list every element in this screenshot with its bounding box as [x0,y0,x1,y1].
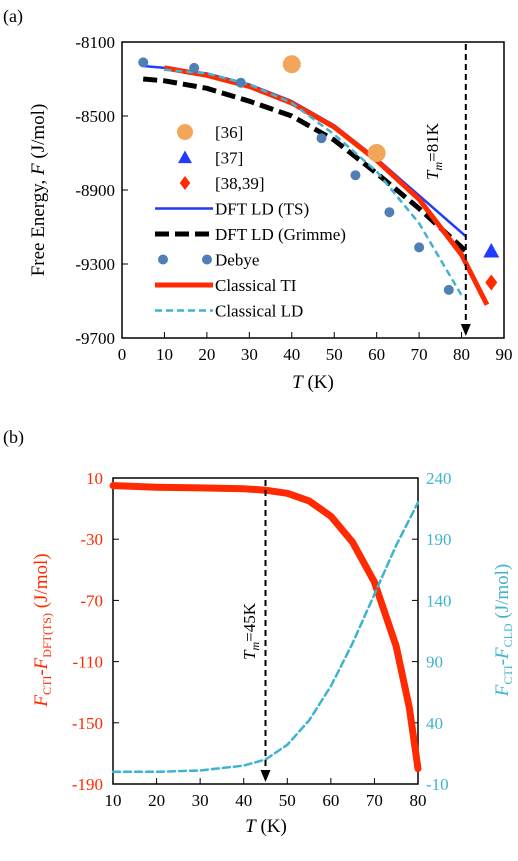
chart-b-series [109,482,422,774]
panel-a-label: (a) [3,6,23,27]
chart-b-y-left-tick-label: 10 [86,469,103,488]
chart-b-x-tick-label: 80 [410,791,427,810]
chart-a-series-debye-point [414,242,425,253]
chart-b-series-fcti-fcld-line [111,501,420,774]
chart-a-xlabel: T (K) [292,372,334,393]
chart-a-series-debye-point [235,77,246,88]
chart-a-x-tick-label: 70 [411,345,428,364]
chart-a-series [138,55,500,306]
chart-b-x-tick-label: 40 [235,791,252,810]
chart-a-x-tick-label: 20 [198,345,215,364]
chart-a-x-ticks: 0 10 20 30 40 50 60 70 80 90 [118,332,513,364]
chart-a-legend-38-39-swatch [179,176,191,190]
chart-a-x-tick-label: 40 [283,345,300,364]
chart-b-y-left-tick-label: -110 [72,653,103,672]
chart-a-x-tick-label: 50 [326,345,343,364]
chart-a-y-tick-label: -9300 [75,255,115,274]
chart-a-y-tick-label: -9700 [75,329,115,348]
chart-a-series-debye-point [443,284,454,295]
chart-b-xlabel: T (K) [245,816,287,837]
chart-b-y-left-tick-label: -190 [72,775,103,794]
chart-a-x-tick-label: 90 [496,345,513,364]
chart-b-y-right-tick-label: 140 [426,591,452,610]
chart-a-series-debye-point [316,133,327,144]
chart-a-legend-38-39-label: [38,39] [215,174,265,193]
chart-a-x-tick-label: 80 [453,345,470,364]
chart-a-x-tick-label: 0 [118,345,127,364]
chart-b-x-tick-label: 50 [279,791,296,810]
chart-a-x-tick-label: 30 [241,345,258,364]
chart-b-x-tick-label: 10 [105,791,122,810]
chart-a-vline-arrowhead [460,324,471,336]
chart-b-frame [112,477,419,785]
chart-a-x-tick-label: 60 [368,345,385,364]
chart-b-y-left-tick-label: -150 [72,714,103,733]
chart-b-y-left-tick-label: -30 [80,530,103,549]
chart-a-melting-line [460,44,471,336]
chart-a-legend-classical-ti-label: Classical TI [215,276,297,295]
chart-b-melting-line [260,480,271,782]
chart-a-series-37-point [483,243,500,258]
chart-a-x-tick-label: 10 [156,345,173,364]
chart-b-ylabel-right: FCTI-FCLD (J/mol) [492,564,515,698]
panel-b-label: (b) [3,427,24,448]
chart-a-series-debye-point [189,62,200,73]
chart-a-series-36-point [367,144,386,162]
chart-a-legend-classical-ld-label: Classical LD [215,302,303,321]
chart-b-x-tick-label: 30 [192,791,209,810]
chart-b-y-ticks-right: 240 190 140 90 40 -10 [412,469,452,794]
chart-a-legend-37-swatch [178,150,192,164]
chart-b-x-ticks: 10 20 30 40 50 60 70 80 [105,778,427,810]
chart-b-y-right-tick-label: 90 [426,653,443,672]
chart-a-series-dft-ld-grimme-line [142,76,468,253]
chart-a-legend-36-label: [36] [215,123,243,142]
chart-b-y-right-tick-label: 240 [426,469,452,488]
chart-b-x-tick-label: 20 [148,791,165,810]
chart-a-series-debye-point [138,57,149,68]
chart-a-series-debye-point [384,207,395,218]
chart-a-legend-debye-label: Debye [215,251,259,270]
chart-b-series-fcti-fdft-ts-line [109,482,422,773]
chart-b-y-right-tick-label: -10 [426,775,449,794]
chart-b-vline-arrowhead [260,770,271,782]
chart-b-y-ticks-left: 10 -30 -70 -110 -150 -190 [72,469,119,794]
chart-a-series-38-39-point [485,274,498,291]
chart-a-legend-dft-ld-ts-label: DFT LD (TS) [215,200,309,219]
chart-a-legend-dft-ld-grimme-label: DFT LD (Grimme) [215,225,346,244]
chart-a-y-ticks: -8100 -8500 -8900 -9300 -9700 [75,33,128,348]
chart-a-series-classical-ld-line [164,68,463,297]
chart-a-ylabel: Free Energy, F (J/mol) [28,104,49,277]
chart-a-series-36-point [282,55,301,74]
chart-b-x-tick-label: 70 [366,791,383,810]
chart-a-y-tick-label: -8500 [75,107,115,126]
chart-a-y-tick-label: -8100 [75,33,115,52]
chart-a-legend-debye-swatch [158,254,168,265]
chart-b-x-tick-label: 60 [322,791,339,810]
chart-b-y-left-tick-label: -70 [80,591,103,610]
chart-a-series-debye-point [350,170,361,181]
chart-a-legend: [36] [37] [38,39] DFT LD (TS) DFT LD (Grimme… [155,123,346,321]
chart-a-legend-debye-swatch [202,254,212,265]
chart-b-vline-label: Tm=45K [240,602,262,660]
chart-b-y-right-tick-label: 190 [426,530,452,549]
chart-a-legend-37-label: [37] [215,149,243,168]
chart-a-legend-36-swatch [177,124,193,140]
chart-b-ylabel-left: FCTI-FDFT(TS) (J/mol) [31,553,54,707]
chart-a-series-classical-ti-line [163,65,490,306]
chart-a-vline-label: Tm=81K [423,122,445,180]
chart-a-y-tick-label: -8900 [75,181,115,200]
chart-b-y-right-tick-label: 40 [426,714,443,733]
